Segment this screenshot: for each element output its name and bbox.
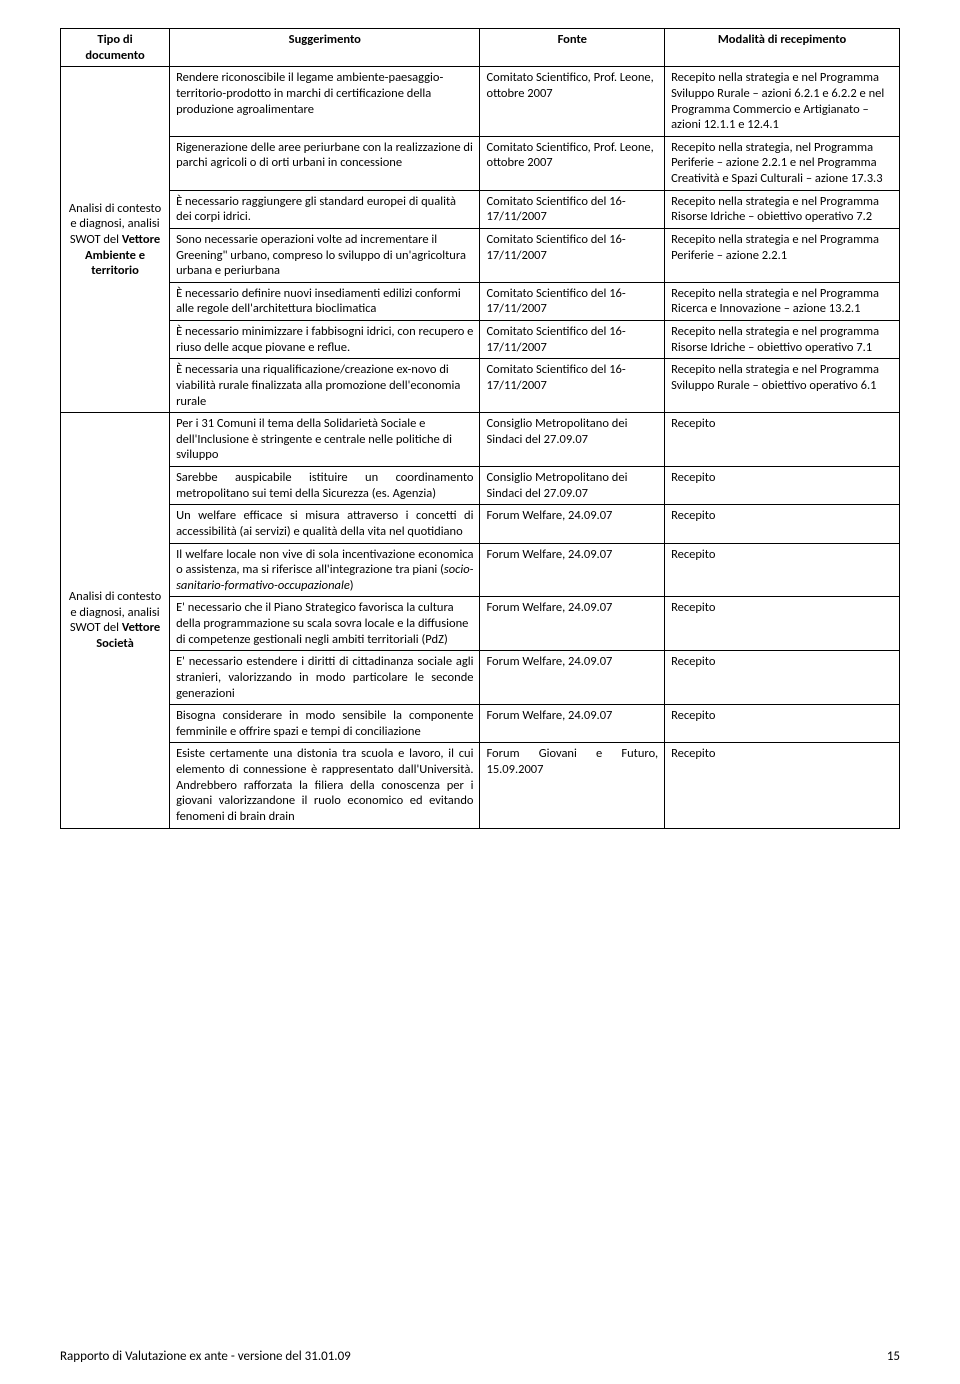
- table-cell: Rigenerazione delle aree periurbane con …: [170, 136, 480, 190]
- table-row: È necessario raggiungere gli standard eu…: [61, 190, 900, 228]
- table-cell: Recepito: [665, 505, 900, 543]
- table-cell: Recepito: [665, 651, 900, 705]
- table-cell: E' necessario che il Piano Strategico fa…: [170, 597, 480, 651]
- table-cell: Forum Welfare, 24.09.07: [480, 705, 665, 743]
- table-row: Rigenerazione delle aree periurbane con …: [61, 136, 900, 190]
- table-cell: Recepito: [665, 413, 900, 467]
- data-table: Tipo di documento Suggerimento Fonte Mod…: [60, 28, 900, 829]
- table-row: Bisogna considerare in modo sensibile la…: [61, 705, 900, 743]
- table-cell: Recepito: [665, 705, 900, 743]
- table-row: È necessaria una riqualificazione/creazi…: [61, 359, 900, 413]
- table-cell: Recepito nella strategia e nel programma…: [665, 321, 900, 359]
- table-cell: Per i 31 Comuni il tema della Solidariet…: [170, 413, 480, 467]
- table-cell: Recepito: [665, 597, 900, 651]
- table-cell: Recepito nella strategia e nel Programma…: [665, 359, 900, 413]
- table-cell: Forum Welfare, 24.09.07: [480, 543, 665, 597]
- table-cell: Recepito nella strategia e nel Programma…: [665, 67, 900, 137]
- table-row: È necessario minimizzare i fabbisogni id…: [61, 321, 900, 359]
- table-row: È necessario definire nuovi insediamenti…: [61, 282, 900, 320]
- table-cell: Il welfare locale non vive di sola incen…: [170, 543, 480, 597]
- table-cell: Forum Welfare, 24.09.07: [480, 597, 665, 651]
- section-label-ambiente: Analisi di contesto e diagnosi, analisi …: [61, 67, 170, 413]
- table-cell: Comitato Scientifico, Prof. Leone, ottob…: [480, 67, 665, 137]
- header-modalita: Modalità di recepimento: [665, 29, 900, 67]
- table-cell: Esiste certamente una distonia tra scuol…: [170, 743, 480, 828]
- table-cell: Comitato Scientifico del 16-17/11/2007: [480, 190, 665, 228]
- table-cell: Sono necessarie operazioni volte ad incr…: [170, 228, 480, 282]
- footer-left: Rapporto di Valutazione ex ante - versio…: [60, 1349, 351, 1364]
- table-cell: Forum Welfare, 24.09.07: [480, 651, 665, 705]
- table-cell: Recepito nella strategia, nel Programma …: [665, 136, 900, 190]
- table-cell: È necessario definire nuovi insediamenti…: [170, 282, 480, 320]
- footer-right: 15: [887, 1349, 900, 1364]
- table-cell: È necessario raggiungere gli standard eu…: [170, 190, 480, 228]
- table-cell: Bisogna considerare in modo sensibile la…: [170, 705, 480, 743]
- table-cell: Recepito nella strategia e nel Programma…: [665, 282, 900, 320]
- table-row: Un welfare efficace si misura attraverso…: [61, 505, 900, 543]
- section-label-societa: Analisi di contesto e diagnosi, analisi …: [61, 413, 170, 828]
- table-row: Il welfare locale non vive di sola incen…: [61, 543, 900, 597]
- table-cell: Comitato Scientifico del 16-17/11/2007: [480, 321, 665, 359]
- table-row: E' necessario estendere i diritti di cit…: [61, 651, 900, 705]
- table-row: Esiste certamente una distonia tra scuol…: [61, 743, 900, 828]
- table-cell: È necessario minimizzare i fabbisogni id…: [170, 321, 480, 359]
- page-footer: Rapporto di Valutazione ex ante - versio…: [60, 1349, 900, 1364]
- table-cell: Recepito: [665, 743, 900, 828]
- header-fonte: Fonte: [480, 29, 665, 67]
- header-suggerimento: Suggerimento: [170, 29, 480, 67]
- table-cell: Consiglio Metropolitano dei Sindaci del …: [480, 413, 665, 467]
- table-row: Analisi di contesto e diagnosi, analisi …: [61, 67, 900, 137]
- table-cell: Recepito: [665, 467, 900, 505]
- table-cell: Sarebbe auspicabile istituire un coordin…: [170, 467, 480, 505]
- table-cell: Un welfare efficace si misura attraverso…: [170, 505, 480, 543]
- table-cell: Rendere riconoscibile il legame ambiente…: [170, 67, 480, 137]
- table-row: Sarebbe auspicabile istituire un coordin…: [61, 467, 900, 505]
- table-cell: Forum Giovani e Futuro, 15.09.2007: [480, 743, 665, 828]
- table-cell: È necessaria una riqualificazione/creazi…: [170, 359, 480, 413]
- table-row: Analisi di contesto e diagnosi, analisi …: [61, 413, 900, 467]
- header-row: Tipo di documento Suggerimento Fonte Mod…: [61, 29, 900, 67]
- header-tipo: Tipo di documento: [61, 29, 170, 67]
- table-cell: Recepito nella strategia e nel Programma…: [665, 228, 900, 282]
- table-cell: Recepito nella strategia e nel Programma…: [665, 190, 900, 228]
- table-cell: Recepito: [665, 543, 900, 597]
- table-cell: Comitato Scientifico del 16-17/11/2007: [480, 282, 665, 320]
- table-cell: Comitato Scientifico del 16-17/11/2007: [480, 359, 665, 413]
- table-cell: E' necessario estendere i diritti di cit…: [170, 651, 480, 705]
- table-cell: Forum Welfare, 24.09.07: [480, 505, 665, 543]
- table-row: E' necessario che il Piano Strategico fa…: [61, 597, 900, 651]
- table-row: Sono necessarie operazioni volte ad incr…: [61, 228, 900, 282]
- table-cell: Comitato Scientifico, Prof. Leone, ottob…: [480, 136, 665, 190]
- table-cell: Comitato Scientifico del 16-17/11/2007: [480, 228, 665, 282]
- table-cell: Consiglio Metropolitano dei Sindaci del …: [480, 467, 665, 505]
